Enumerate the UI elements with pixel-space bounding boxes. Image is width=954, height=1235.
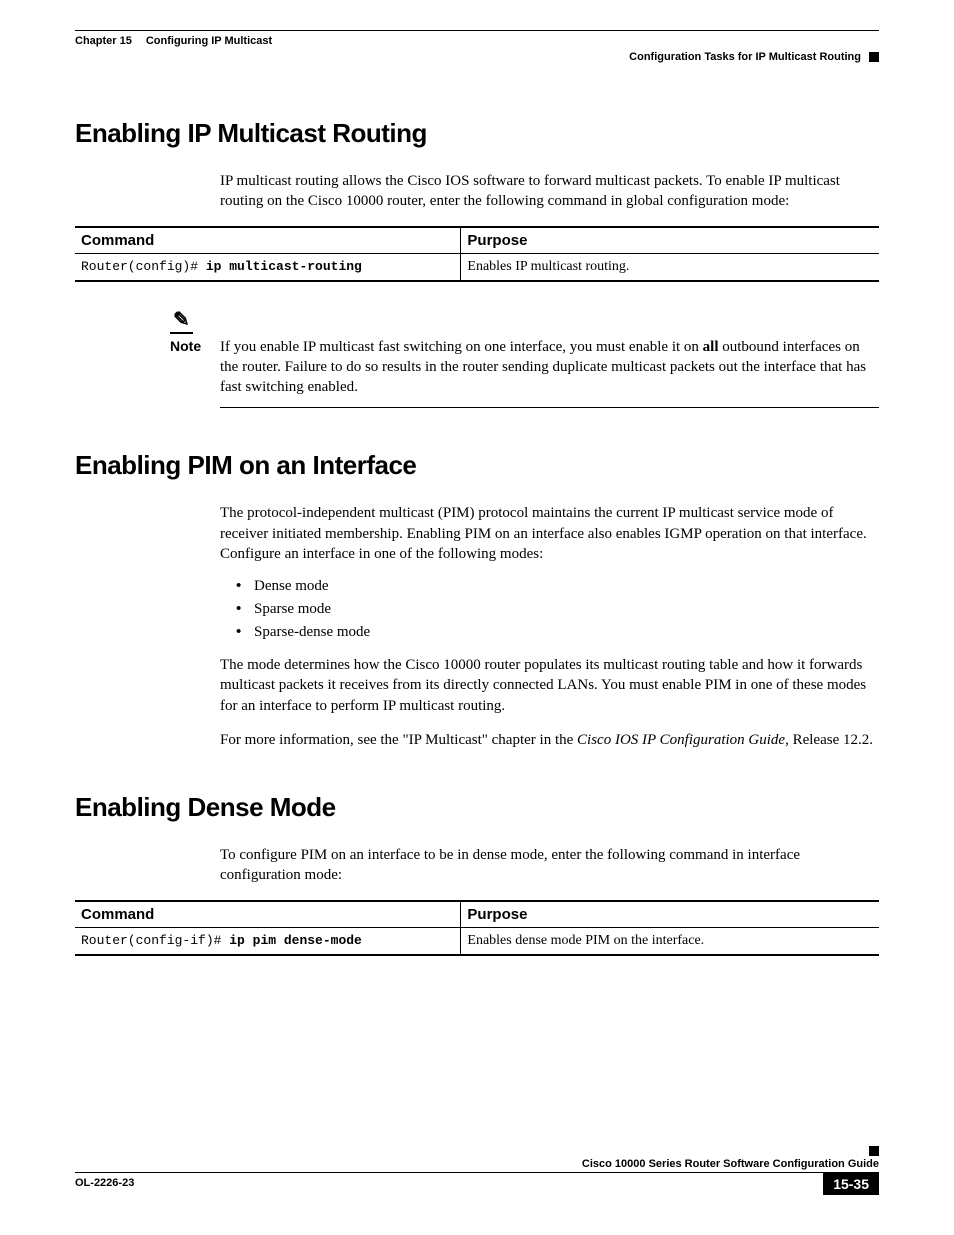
note-block: ✎ Note If you enable IP multicast fast s… <box>170 312 879 409</box>
th-purpose: Purpose <box>461 901 879 928</box>
cli-prompt: Router(config)# <box>81 259 206 274</box>
section2-p1: The protocol-independent multicast (PIM)… <box>220 503 879 564</box>
section3-body: To configure PIM on an interface to be i… <box>220 845 879 886</box>
footer-marker-row <box>75 1146 879 1156</box>
page-container: Chapter 15 Configuring IP Multicast Conf… <box>0 0 954 956</box>
chapter-title: Configuring IP Multicast <box>146 35 272 47</box>
p3-italic: Cisco IOS IP Configuration Guide <box>577 732 785 748</box>
cli-command: ip multicast-routing <box>206 259 362 274</box>
chapter-label: Chapter 15 <box>75 35 132 47</box>
section2-p3: For more information, see the "IP Multic… <box>220 730 879 750</box>
list-item: Sparse mode <box>236 601 879 618</box>
footer-marker-icon <box>869 1146 879 1156</box>
td-command: Router(config)# ip multicast-routing <box>75 253 461 281</box>
note-pen-icon: ✎ <box>170 310 193 334</box>
heading-enabling-dense: Enabling Dense Mode <box>75 792 879 823</box>
cli-command: ip pim dense-mode <box>229 933 362 948</box>
note-bold: all <box>703 339 719 355</box>
p3-text-a: For more information, see the "IP Multic… <box>220 732 577 748</box>
list-item: Dense mode <box>236 578 879 595</box>
heading-enabling-ip-multicast: Enabling IP Multicast Routing <box>75 118 879 149</box>
th-purpose: Purpose <box>461 227 879 254</box>
section2-p2: The mode determines how the Cisco 10000 … <box>220 655 879 716</box>
footer-title-row: Cisco 10000 Series Router Software Confi… <box>75 1158 879 1170</box>
section3-intro: To configure PIM on an interface to be i… <box>220 845 879 886</box>
section2-body: The protocol-independent multicast (PIM)… <box>220 503 879 750</box>
th-command: Command <box>75 901 461 928</box>
header-rule <box>75 30 879 31</box>
note-label: Note <box>170 338 201 354</box>
footer-rule-row: OL-2226-23 15-35 <box>75 1172 879 1195</box>
td-purpose: Enables IP multicast routing. <box>461 253 879 281</box>
table-row: Command Purpose <box>75 901 879 928</box>
section1-body: IP multicast routing allows the Cisco IO… <box>220 171 879 212</box>
table-row: Router(config)# ip multicast-routing Ena… <box>75 253 879 281</box>
table-multicast-routing: Command Purpose Router(config)# ip multi… <box>75 226 879 282</box>
header-left-group: Chapter 15 Configuring IP Multicast <box>75 35 272 47</box>
mode-list: Dense mode Sparse mode Sparse-dense mode <box>236 578 879 641</box>
subheader-row: Configuration Tasks for IP Multicast Rou… <box>75 51 879 63</box>
p3-text-b: , Release 12.2. <box>785 732 873 748</box>
cli-prompt: Router(config-if)# <box>81 933 229 948</box>
header-marker-icon <box>869 52 879 62</box>
table-row: Router(config-if)# ip pim dense-mode Ena… <box>75 927 879 955</box>
book-title: Cisco 10000 Series Router Software Confi… <box>582 1158 879 1170</box>
doc-id: OL-2226-23 <box>75 1177 134 1189</box>
list-item: Sparse-dense mode <box>236 624 879 641</box>
td-purpose: Enables dense mode PIM on the interface. <box>461 927 879 955</box>
running-header: Chapter 15 Configuring IP Multicast <box>75 35 879 47</box>
table-row: Command Purpose <box>75 227 879 254</box>
th-command: Command <box>75 227 461 254</box>
section-breadcrumb: Configuration Tasks for IP Multicast Rou… <box>629 51 861 63</box>
td-command: Router(config-if)# ip pim dense-mode <box>75 927 461 955</box>
heading-enabling-pim: Enabling PIM on an Interface <box>75 450 879 481</box>
note-body: If you enable IP multicast fast switchin… <box>220 312 879 409</box>
table-dense-mode: Command Purpose Router(config-if)# ip pi… <box>75 900 879 956</box>
page-footer: Cisco 10000 Series Router Software Confi… <box>75 1146 879 1195</box>
note-text-a: If you enable IP multicast fast switchin… <box>220 339 703 355</box>
page-number: 15-35 <box>823 1173 879 1195</box>
section1-intro: IP multicast routing allows the Cisco IO… <box>220 171 879 212</box>
